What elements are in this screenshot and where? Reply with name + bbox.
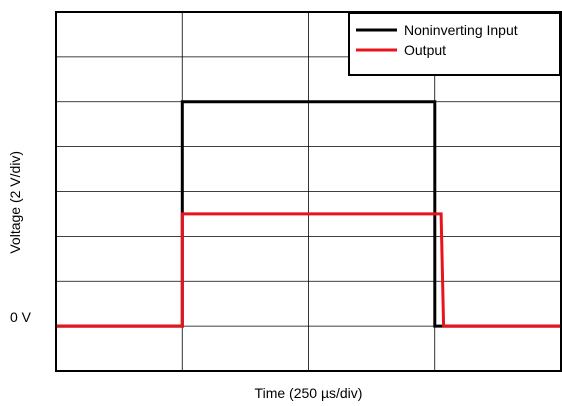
legend-label-noninverting-input: Noninverting Input [404, 22, 518, 38]
legend-box [348, 12, 561, 76]
series-output [56, 212, 561, 328]
legend: Noninverting Input Output [348, 12, 561, 76]
x-axis-label: Time (250 µs/div) [255, 385, 363, 401]
plot-frame [55, 11, 562, 372]
legend-label-output: Output [404, 42, 446, 58]
series-layer [56, 100, 561, 328]
zero-volt-label: 0 V [10, 309, 32, 325]
y-axis-label: Voltage (2 V/div) [7, 151, 23, 254]
